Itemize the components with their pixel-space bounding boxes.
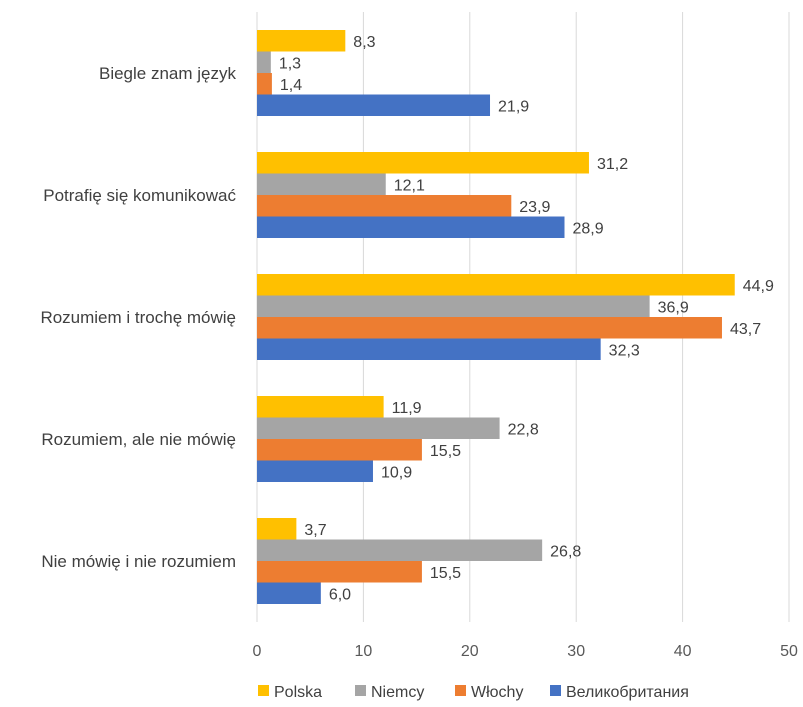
data-label: 12,1 (394, 177, 425, 194)
bar-великобритания (257, 582, 321, 604)
bar-niemcy (257, 173, 386, 195)
bar-великобритания (257, 460, 373, 482)
x-tick-label: 10 (355, 643, 373, 660)
data-label: 11,9 (392, 400, 422, 417)
data-label: 1,4 (280, 77, 302, 94)
data-label: 8,3 (353, 34, 375, 51)
data-label: 26,8 (550, 543, 581, 560)
bar-polska (257, 274, 735, 296)
legend: Polska Niemcy Włochy Великобритания (258, 684, 689, 701)
x-tick-label: 50 (780, 643, 798, 660)
data-label: 44,9 (743, 278, 774, 295)
bar-polska (257, 30, 346, 52)
bar-великобритания (257, 216, 565, 238)
bar-włochy (257, 317, 722, 339)
x-tick-label: 20 (461, 643, 479, 660)
bar-włochy (257, 561, 422, 583)
legend-label: Великобритания (566, 684, 689, 701)
legend-label: Niemcy (371, 684, 424, 701)
bar-włochy (257, 73, 272, 95)
bars: 8,3 1,3 1,4 21,9 31,2 12,1 23,9 28,9 44,9 36,9 43,… (257, 30, 774, 604)
legend-swatch (355, 685, 366, 696)
data-label: 15,5 (430, 565, 461, 582)
data-label: 28,9 (572, 220, 603, 237)
bar-polska (257, 396, 384, 418)
bar-polska (257, 152, 589, 174)
data-label: 10,9 (381, 464, 412, 481)
data-label: 31,2 (597, 156, 628, 173)
data-label: 22,8 (508, 421, 539, 438)
bar-великобритания (257, 94, 491, 116)
bar-niemcy (257, 295, 650, 317)
data-label: 23,9 (519, 199, 550, 216)
bar-polska (257, 518, 297, 540)
data-label: 43,7 (730, 321, 761, 338)
bar-włochy (257, 439, 422, 461)
data-label: 21,9 (498, 98, 529, 115)
category-labels: Biegle znam język Potrafię się komunikowa… (40, 64, 236, 571)
bar-niemcy (257, 51, 271, 73)
category-label: Rozumiem i trochę mówię (40, 308, 236, 327)
category-label: Rozumiem, ale nie mówię (41, 430, 236, 449)
category-label: Biegle znam język (99, 64, 237, 83)
data-label: 6,0 (329, 586, 351, 603)
x-tick-label: 0 (253, 643, 262, 660)
legend-swatch (550, 685, 561, 696)
bar-niemcy (257, 417, 500, 439)
legend-label: Polska (274, 684, 322, 701)
bar-włochy (257, 195, 512, 217)
bar-великобритания (257, 338, 601, 360)
legend-swatch (258, 685, 269, 696)
legend-swatch (455, 685, 466, 696)
data-label: 15,5 (430, 443, 461, 460)
data-label: 3,7 (304, 522, 326, 539)
legend-label: Włochy (471, 684, 523, 701)
x-tick-label: 30 (567, 643, 585, 660)
data-label: 36,9 (658, 299, 689, 316)
x-tick-label: 40 (674, 643, 692, 660)
category-label: Potrafię się komunikować (43, 186, 236, 205)
x-tick-labels: 0 10 20 30 40 50 (253, 643, 798, 660)
bar-niemcy (257, 539, 543, 561)
category-label: Nie mówię i nie rozumiem (41, 552, 236, 571)
data-label: 32,3 (609, 342, 640, 359)
data-label: 1,3 (279, 55, 301, 72)
